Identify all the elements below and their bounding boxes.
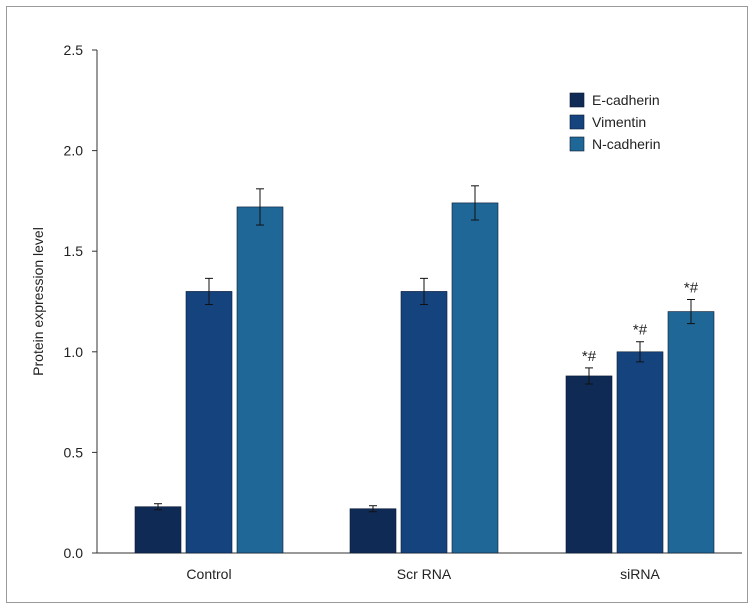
x-tick-label: siRNA	[620, 566, 660, 582]
bar-n-cadherin	[667, 311, 715, 554]
legend: E-cadherin Vimentin N-cadherin	[569, 92, 660, 152]
legend-swatch	[569, 92, 585, 108]
y-tick-label: 1.0	[64, 344, 84, 360]
y-tick-label: 0.0	[64, 545, 84, 561]
x-tick-label: Scr RNA	[397, 566, 452, 582]
x-tick-label: Control	[186, 566, 231, 582]
bar-vimentin	[185, 291, 233, 554]
bar-n-cadherin	[236, 206, 284, 554]
legend-label: N-cadherin	[592, 136, 660, 152]
x-tick-labels: Control Scr RNA siRNA	[186, 566, 660, 582]
bars	[134, 202, 715, 554]
y-tick-label: 2.5	[64, 42, 84, 58]
bar-n-cadherin	[451, 202, 499, 554]
legend-swatch	[569, 114, 585, 130]
significance-mark: *#	[633, 322, 648, 339]
bar-e-cadherin	[134, 506, 182, 554]
error-bars	[154, 185, 695, 513]
annotations: *# *# *#	[582, 279, 699, 364]
legend-swatch	[569, 136, 585, 152]
bar-e-cadherin	[565, 375, 613, 554]
significance-mark: *#	[684, 279, 699, 296]
y-tick-labels: 0.0 0.5 1.0 1.5 2.0 2.5	[64, 42, 84, 561]
y-tick-label: 0.5	[64, 444, 84, 460]
bar-vimentin	[616, 351, 664, 554]
significance-mark: *#	[582, 348, 597, 365]
bar-vimentin	[400, 291, 448, 554]
legend-label: Vimentin	[592, 114, 646, 130]
y-tick-label: 1.5	[64, 243, 84, 259]
y-axis-label: Protein expression level	[30, 227, 46, 376]
y-tick-label: 2.0	[64, 143, 84, 159]
legend-label: E-cadherin	[592, 92, 660, 108]
bar-e-cadherin	[349, 508, 397, 554]
